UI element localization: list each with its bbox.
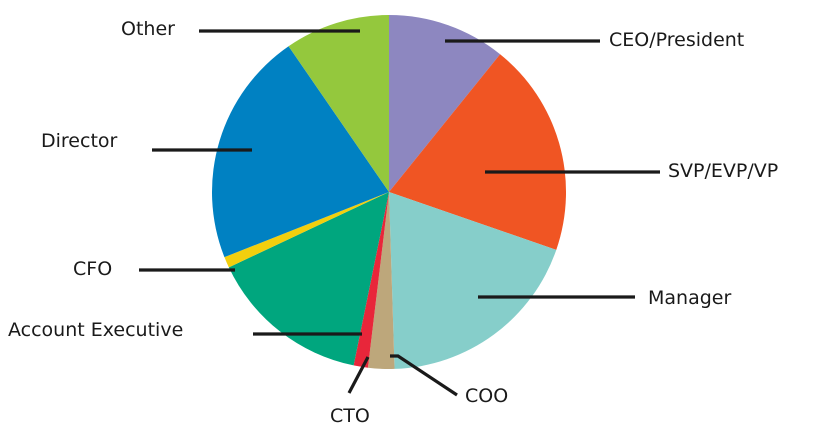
slice-label-ceo-president: CEO/President bbox=[609, 29, 744, 51]
leader-line-cto bbox=[347, 356, 370, 394]
slice-label-cto: CTO bbox=[330, 405, 370, 427]
slice-label-director: Director bbox=[41, 130, 118, 152]
pie-slice-account-executive bbox=[228, 192, 389, 366]
pie-slices bbox=[211, 14, 567, 369]
slice-label-coo: COO bbox=[465, 385, 508, 407]
pie-slice-cfo bbox=[224, 192, 389, 268]
slice-label-cfo: CFO bbox=[73, 258, 112, 280]
pie-slice-manager bbox=[389, 192, 557, 369]
pie-slice-director bbox=[211, 46, 389, 258]
slice-label-svp-evp-vp: SVP/EVP/VP bbox=[668, 160, 778, 182]
pie-slice-svp-evp-vp bbox=[389, 54, 567, 250]
pie-slice-coo bbox=[367, 192, 395, 369]
slice-labels: CEO/President SVP/EVP/VP Manager COO CTO… bbox=[8, 18, 778, 427]
pie-slice-cto bbox=[353, 192, 389, 368]
leader-lines bbox=[139, 29, 660, 397]
slice-label-other: Other bbox=[121, 18, 175, 40]
leader-line-coo bbox=[390, 354, 458, 397]
slice-label-account-executive: Account Executive bbox=[8, 319, 183, 341]
pie-slice-other bbox=[288, 14, 389, 192]
pie-slice-ceo-president bbox=[389, 15, 501, 192]
slice-label-manager: Manager bbox=[648, 287, 731, 309]
